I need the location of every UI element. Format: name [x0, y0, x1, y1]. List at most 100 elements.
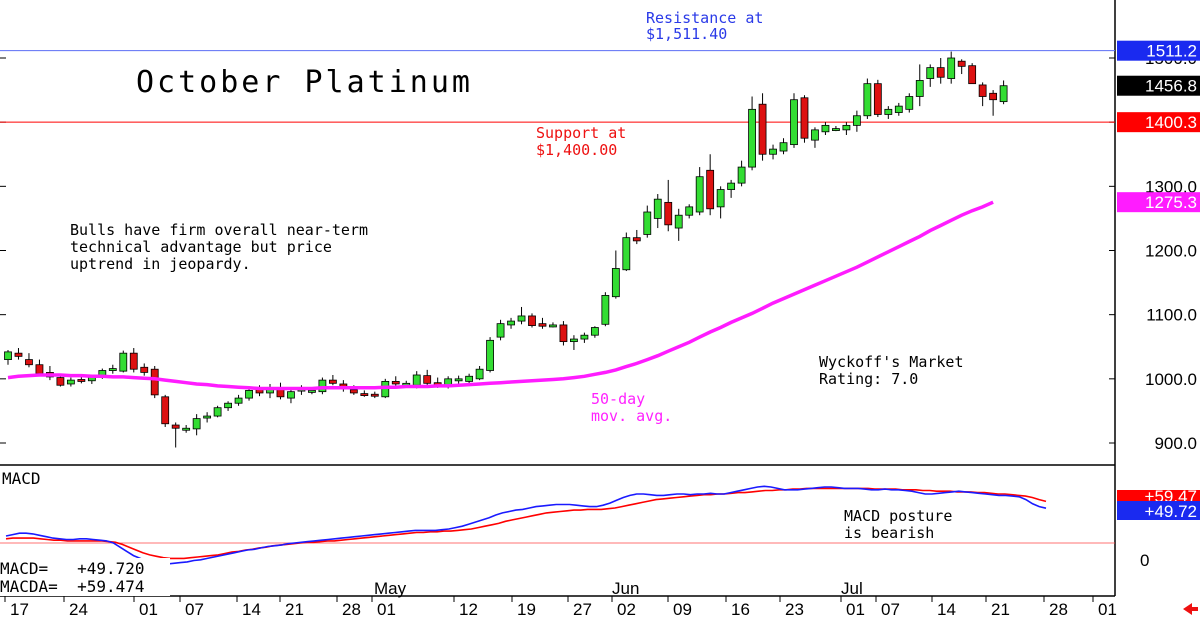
support-note-line2: $1,400.00 — [536, 141, 617, 159]
candle-body — [559, 324, 568, 343]
candle-body — [465, 375, 474, 382]
candle-body — [779, 142, 788, 152]
candle-body — [496, 323, 505, 338]
candle-body — [706, 169, 715, 210]
date-tick-label: 21 — [991, 600, 1010, 618]
candle-body — [936, 67, 945, 78]
price-tick-label: 1300.0 — [1145, 177, 1197, 196]
candle-body — [978, 84, 987, 97]
price-tick-label: 1100.0 — [1146, 306, 1197, 325]
candle-body — [423, 375, 432, 384]
candle-body — [811, 129, 819, 141]
date-tick-label: 28 — [1049, 600, 1068, 618]
candle-body — [632, 237, 641, 242]
last-price-label-text: 1456.8 — [1145, 77, 1197, 96]
candle-body — [716, 189, 725, 208]
candle-body — [842, 124, 851, 131]
candle-body — [695, 176, 704, 213]
sma-price-label-text: 1275.3 — [1145, 193, 1197, 212]
macd-panel-title: MACD — [2, 469, 41, 488]
candle-body — [56, 377, 65, 386]
date-tick-label: 14 — [242, 600, 261, 618]
date-tick-label: 01 — [139, 600, 158, 618]
commentary-line3: uptrend in jeopardy. — [70, 255, 251, 273]
candle-body — [161, 396, 170, 425]
date-tick-label: 01 — [1098, 600, 1117, 618]
macd-axis-label: +49.72 — [1145, 502, 1197, 521]
candle-body — [790, 99, 798, 146]
candle-body — [4, 351, 12, 360]
price-tick-label: 900.0 — [1154, 434, 1197, 453]
date-tick-label: 07 — [881, 600, 900, 618]
macd-line — [5, 485, 1047, 565]
candle-body — [360, 393, 369, 396]
date-tick-label: 01 — [846, 600, 865, 618]
candle-body — [328, 379, 337, 384]
date-tick-label: 24 — [69, 600, 88, 618]
date-tick-label: 17 — [10, 600, 29, 618]
candle-body — [915, 80, 924, 97]
price-tick-label: 1200.0 — [1145, 242, 1197, 261]
candle-body — [192, 418, 201, 430]
macda-axis-box — [1117, 490, 1200, 502]
candle-body — [852, 115, 861, 126]
candle-body — [968, 65, 977, 85]
candle-body — [538, 323, 547, 327]
month-label: May — [374, 579, 407, 598]
sma-note-line1: 50-day — [591, 390, 645, 408]
candle-body — [894, 105, 903, 113]
candle-body — [129, 352, 138, 370]
candle-body — [800, 97, 809, 139]
date-tick-label: 07 — [185, 600, 204, 618]
candle-body — [758, 103, 767, 155]
candle-body — [957, 60, 966, 67]
date-tick-label: 12 — [459, 600, 478, 618]
candle-body — [486, 339, 494, 371]
candle-body — [77, 379, 86, 382]
candle-body — [769, 148, 777, 155]
sma-price-label-box — [1117, 192, 1200, 213]
macd-note-line2: is bearish — [844, 524, 934, 542]
candle-body — [119, 352, 128, 372]
chart-title: October Platinum — [136, 65, 473, 100]
candle-body — [140, 366, 149, 373]
candle-body — [171, 424, 180, 429]
sma50-line-group — [7, 200, 994, 391]
price-label-boxes: 1511.2 1456.8 1400.3 1275.3 — [1117, 40, 1200, 213]
commentary-line2: technical advantage but price — [70, 238, 332, 256]
candle-body — [182, 427, 191, 431]
candle-body — [873, 83, 882, 115]
candle-body — [391, 380, 400, 385]
candle-body — [999, 85, 1008, 103]
scroll-left-arrow-icon[interactable] — [1183, 603, 1198, 615]
candle-body — [748, 108, 756, 168]
date-tick-label: 14 — [937, 600, 956, 618]
candle-body — [643, 211, 652, 235]
candle-body — [224, 402, 232, 409]
month-label: Jul — [841, 579, 863, 598]
month-label: Jun — [612, 579, 639, 598]
candle-body — [203, 415, 212, 419]
candle-body — [475, 368, 484, 380]
candle-body — [528, 315, 536, 326]
candle-body — [318, 379, 327, 393]
candle-body — [601, 295, 610, 325]
candle-body — [832, 128, 840, 131]
candle-body — [580, 334, 589, 340]
candle-body — [454, 378, 463, 382]
candle-body — [947, 57, 956, 79]
date-axis: 17 24 01 07 14 21 28 01 12 19 27 02 09 16 23 01 07 14 21 28… — [4, 579, 1117, 618]
macd-lines — [0, 485, 1115, 565]
candle-body — [549, 324, 557, 328]
candle-body — [674, 214, 683, 229]
candle-body — [685, 206, 694, 216]
candle-body — [150, 368, 159, 396]
sma50-line — [7, 200, 994, 391]
candle-body — [653, 198, 662, 219]
candle-body — [989, 92, 998, 101]
date-tick-label: 19 — [517, 600, 536, 618]
date-tick-label: 16 — [731, 600, 750, 618]
candle-body — [737, 166, 746, 184]
candle-body — [517, 315, 526, 322]
macd-zero-label: 0 — [1140, 551, 1149, 570]
